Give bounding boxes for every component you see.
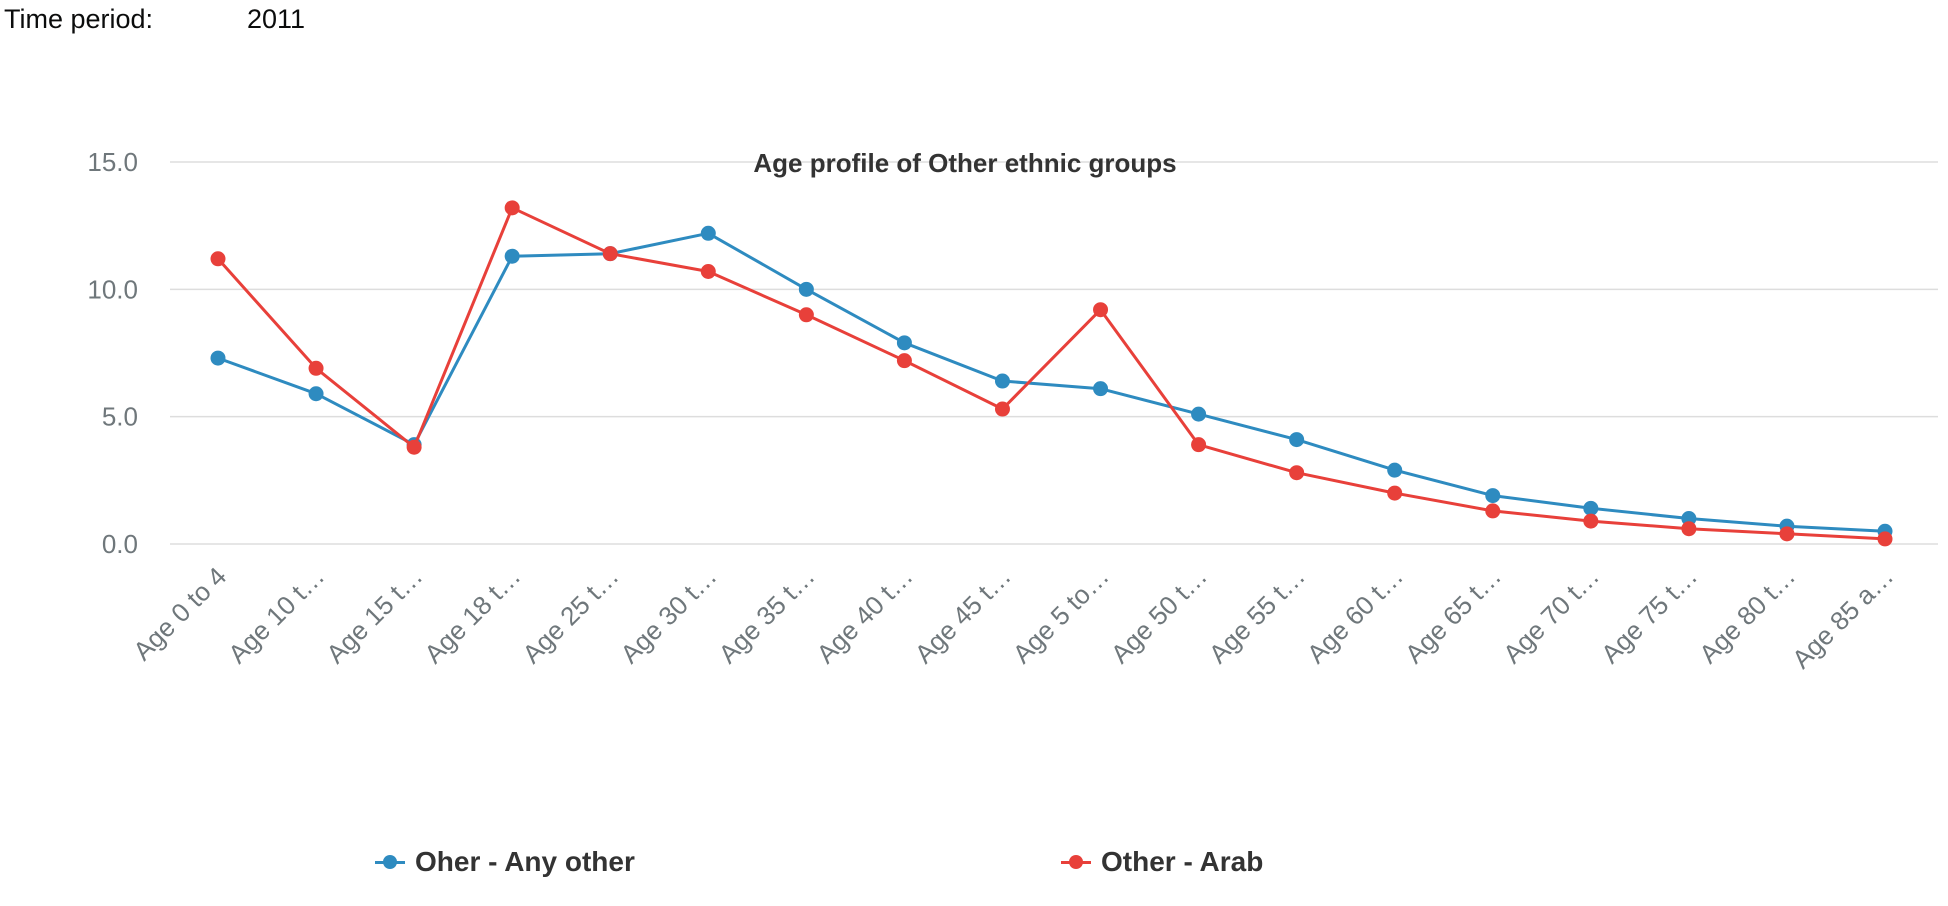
data-point — [1289, 465, 1305, 481]
data-point — [504, 248, 520, 264]
x-tick-label: Age 25 t… — [516, 561, 624, 669]
y-tick-label: 5.0 — [102, 402, 138, 432]
data-point — [1583, 500, 1599, 516]
x-tick-label: Age 35 t… — [713, 561, 821, 669]
data-point — [308, 386, 324, 402]
x-tick-label: Age 10 t… — [222, 561, 330, 669]
data-point — [602, 246, 618, 262]
legend-item-any-other[interactable]: Oher - Any other — [375, 846, 635, 878]
legend-marker-icon — [375, 855, 405, 869]
series-line — [216, 206, 1886, 541]
data-point — [994, 401, 1010, 417]
x-tick-label: Age 30 t… — [614, 561, 722, 669]
x-tick-label: Age 40 t… — [811, 561, 919, 669]
time-period-value: 2011 — [247, 4, 306, 34]
data-point — [1485, 503, 1501, 519]
data-point — [1387, 462, 1403, 478]
x-tick-label: Age 0 to 4 — [127, 561, 232, 666]
data-point — [1779, 526, 1795, 542]
data-point — [1485, 488, 1501, 504]
data-point — [994, 373, 1010, 389]
data-point — [1583, 513, 1599, 529]
x-tick-label: Age 65 t… — [1399, 561, 1507, 669]
time-period: Time period: 2011 — [4, 4, 305, 35]
legend: Oher - Any other Other - Arab — [0, 846, 1948, 886]
series-line — [217, 231, 1886, 533]
data-point — [1191, 437, 1207, 453]
chart-title: Age profile of Other ethnic groups — [753, 148, 1176, 178]
data-point — [798, 307, 814, 323]
x-tick-label: Age 5 to… — [1007, 561, 1115, 669]
y-tick-label: 10.0 — [87, 274, 138, 304]
data-point — [1877, 531, 1893, 547]
legend-label: Oher - Any other — [415, 846, 635, 877]
x-tick-label: Age 60 t… — [1301, 561, 1409, 669]
series-1 — [210, 200, 1893, 547]
y-tick-label: 0.0 — [102, 529, 138, 559]
data-point — [308, 360, 324, 376]
y-axis-ticks: 0.0 5.0 10.0 15.0 — [87, 147, 138, 559]
x-tick-label: Age 18 t… — [418, 561, 526, 669]
data-point — [210, 350, 226, 366]
series-0 — [210, 225, 1893, 539]
x-tick-label: Age 70 t… — [1497, 561, 1605, 669]
data-point — [1681, 521, 1697, 537]
data-point — [1093, 381, 1109, 397]
legend-marker-icon — [1061, 855, 1091, 869]
x-tick-label: Age 15 t… — [320, 561, 428, 669]
data-point — [1289, 432, 1305, 448]
data-point — [896, 335, 912, 351]
x-tick-label: Age 45 t… — [909, 561, 1017, 669]
gridlines — [170, 161, 1938, 545]
x-tick-label: Age 75 t… — [1595, 561, 1703, 669]
x-tick-label: Age 85 a… — [1786, 561, 1899, 674]
time-period-label: Time period: — [4, 4, 154, 34]
data-point — [1191, 406, 1207, 422]
legend-item-arab[interactable]: Other - Arab — [1061, 846, 1263, 878]
x-tick-label: Age 50 t… — [1105, 561, 1213, 669]
legend-label: Other - Arab — [1101, 846, 1264, 877]
data-point — [798, 281, 814, 297]
data-point — [700, 264, 716, 280]
data-point — [896, 353, 912, 369]
data-point — [1387, 485, 1403, 501]
data-point — [210, 251, 226, 267]
data-point — [504, 200, 520, 216]
data-point — [1093, 302, 1109, 318]
data-point — [700, 225, 716, 241]
y-tick-label: 15.0 — [87, 147, 138, 177]
x-tick-label: Age 55 t… — [1203, 561, 1311, 669]
data-point — [406, 439, 422, 455]
series-lines — [210, 200, 1893, 547]
